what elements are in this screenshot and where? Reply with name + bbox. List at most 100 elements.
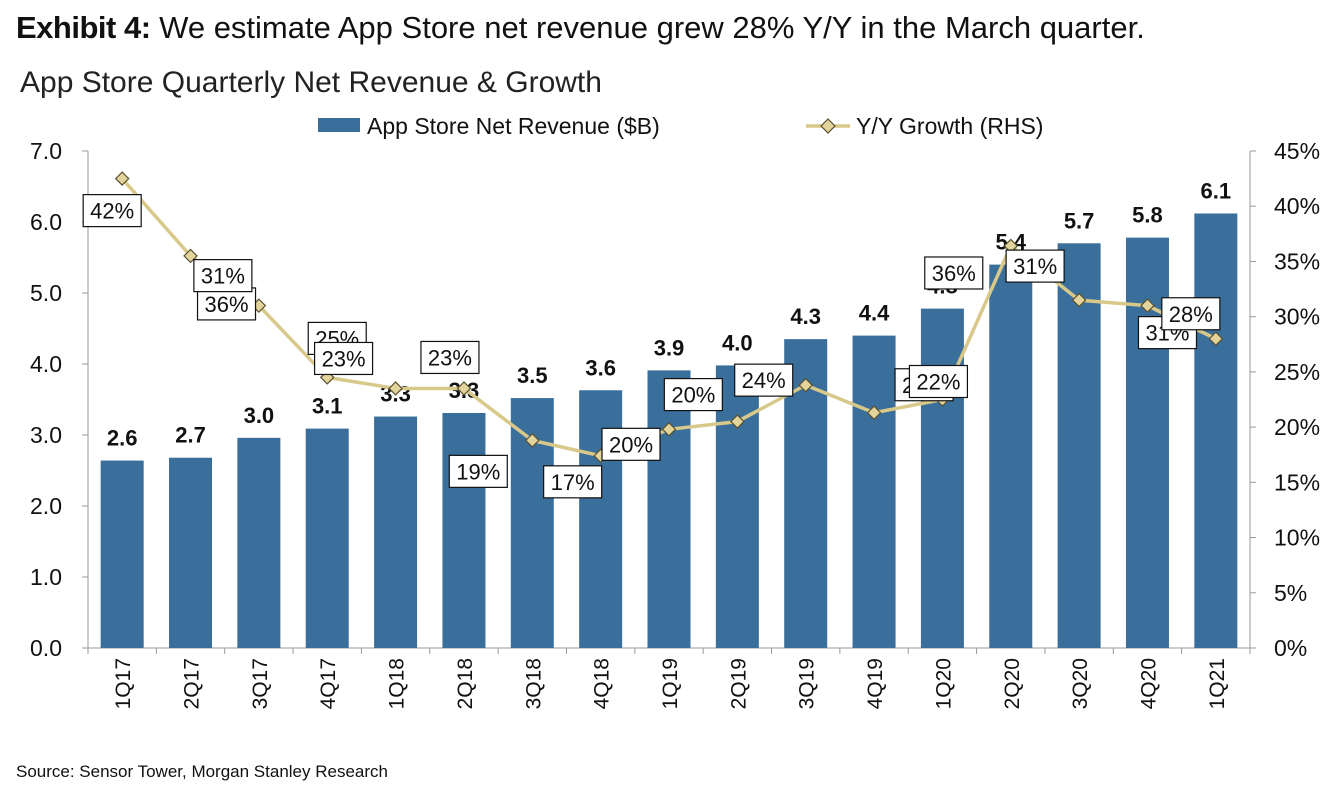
x-category-label: 3Q19 — [796, 658, 819, 709]
bar-value-label: 3.6 — [585, 355, 616, 380]
revenue-bar — [442, 412, 486, 648]
left-tick-label: 3.0 — [30, 422, 62, 448]
revenue-bar — [100, 460, 144, 648]
x-category-label: 4Q18 — [591, 658, 614, 709]
growth-marker — [1208, 331, 1224, 347]
growth-value-label: 19% — [456, 459, 500, 484]
growth-marker — [524, 433, 540, 448]
growth-label-box — [193, 259, 253, 293]
legend-swatch-growth-marker — [820, 118, 836, 134]
x-category-label: 4Q20 — [1137, 658, 1160, 709]
right-tick-label: 45% — [1274, 138, 1320, 164]
exhibit-text: We estimate App Store net revenue grew 2… — [159, 10, 1145, 45]
growth-marker — [798, 377, 814, 393]
right-tick-label: 5% — [1274, 580, 1307, 606]
combo-chart: 0.0 1.0 2.0 3.0 4.0 5.0 6.0 7.0 0% 5% 10% 15% 20% 25%… — [30, 113, 1320, 709]
source-note: Source: Sensor Tower, Morgan Stanley Res… — [16, 762, 388, 781]
growth-label-box — [601, 427, 661, 461]
revenue-bar — [305, 428, 349, 648]
bar-value-label: 4.4 — [859, 301, 890, 326]
growth-value-label: 28% — [1169, 302, 1213, 327]
revenue-bar — [1057, 243, 1101, 649]
x-category-label: 2Q17 — [181, 658, 204, 709]
bar-value-label: 3.5 — [517, 363, 548, 388]
growth-value-label: 20% — [671, 383, 715, 408]
chart-title: App Store Quarterly Net Revenue & Growth — [20, 66, 602, 99]
exhibit-heading: Exhibit 4: We estimate App Store net rev… — [16, 10, 1145, 46]
growth-value-label: 36% — [932, 261, 976, 286]
left-tick-label: 6.0 — [30, 209, 62, 235]
x-category-label: 3Q20 — [1069, 658, 1092, 709]
x-category-label: 4Q19 — [864, 658, 887, 709]
left-tick-label: 2.0 — [30, 493, 62, 519]
growth-value-label: 23% — [322, 346, 366, 371]
growth-label-box — [908, 364, 969, 399]
growth-label-box — [1161, 297, 1221, 331]
growth-label-box — [313, 341, 374, 376]
x-category-label: 4Q17 — [317, 658, 340, 709]
growth-value-label: 22% — [916, 370, 960, 395]
growth-label-box — [734, 363, 794, 397]
revenue-bar — [989, 264, 1033, 648]
right-tick-label: 40% — [1274, 193, 1320, 219]
revenue-bar — [374, 416, 418, 648]
revenue-bar — [852, 335, 896, 648]
growth-value-label: 17% — [551, 470, 595, 495]
x-category-label: 2Q18 — [454, 658, 477, 709]
bar-value-label: 5.8 — [1132, 203, 1163, 228]
growth-label-box — [420, 340, 480, 375]
x-category-label: 1Q17 — [112, 658, 135, 709]
left-tick-label: 0.0 — [30, 635, 62, 661]
exhibit-label: Exhibit 4: — [16, 10, 151, 45]
legend-label-growth: Y/Y Growth (RHS) — [856, 113, 1043, 139]
right-tick-label: 10% — [1274, 525, 1320, 551]
growth-value-label: 24% — [742, 368, 786, 393]
bar-value-label: 3.1 — [312, 394, 343, 419]
growth-label-box — [448, 454, 508, 488]
growth-value-label: 42% — [90, 199, 134, 224]
x-category-label: 1Q20 — [932, 658, 955, 709]
growth-marker — [661, 421, 677, 437]
growth-marker — [866, 405, 882, 421]
revenue-bar — [1194, 213, 1238, 649]
left-tick-label: 7.0 — [30, 138, 62, 164]
left-tick-label: 1.0 — [30, 564, 62, 590]
growth-value-label: 23% — [428, 345, 472, 370]
growth-marker — [1071, 292, 1087, 308]
growth-marker — [114, 171, 130, 186]
growth-value-label: 20% — [609, 432, 653, 457]
bar-value-label: 6.1 — [1201, 178, 1232, 203]
growth-marker — [730, 414, 745, 429]
growth-value-label: 31% — [201, 264, 245, 289]
growth-label-box — [543, 465, 603, 499]
growth-marker — [456, 381, 472, 396]
right-tick-label: 30% — [1274, 304, 1320, 330]
x-category-label: 2Q20 — [1001, 658, 1024, 709]
x-category-label: 3Q17 — [249, 658, 272, 709]
right-tick-label: 25% — [1274, 359, 1320, 385]
right-tick-label: 15% — [1274, 469, 1320, 495]
x-category-label: 1Q21 — [1206, 658, 1229, 709]
legend-swatch-revenue — [318, 118, 360, 132]
bar-value-label: 3.0 — [244, 403, 275, 428]
right-tick-label: 35% — [1274, 248, 1320, 274]
bar-value-label: 2.7 — [175, 423, 206, 448]
bar-value-label: 3.9 — [654, 335, 685, 360]
x-category-label: 3Q18 — [522, 658, 545, 709]
x-category-label: 1Q18 — [386, 658, 409, 709]
left-tick-label: 4.0 — [30, 351, 62, 377]
bar-value-label: 4.3 — [790, 304, 821, 329]
growth-label-box — [1005, 249, 1065, 283]
revenue-bar — [169, 457, 213, 648]
bar-value-label: 2.6 — [107, 426, 138, 451]
growth-label-box — [663, 377, 723, 412]
left-tick-label: 5.0 — [30, 280, 62, 306]
growth-marker — [1140, 298, 1155, 313]
growth-value-label: 36% — [205, 292, 249, 317]
legend-label-revenue: App Store Net Revenue ($B) — [367, 113, 660, 139]
bar-value-label: 4.0 — [722, 330, 753, 355]
growth-marker — [388, 381, 403, 396]
revenue-bar — [647, 370, 691, 648]
growth-value-label: 31% — [1013, 254, 1057, 279]
revenue-bar — [237, 437, 281, 648]
